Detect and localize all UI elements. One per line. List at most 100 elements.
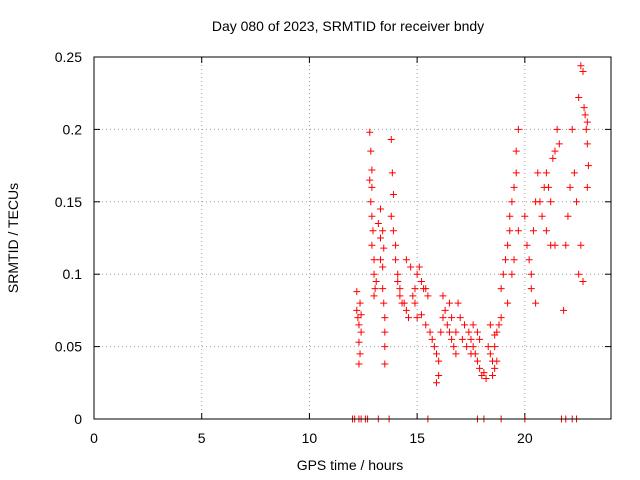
data-point: [512, 169, 520, 177]
data-point: [491, 343, 499, 351]
data-point: [411, 299, 419, 307]
x-tick-label: 5: [198, 430, 206, 446]
data-point: [392, 256, 400, 264]
data-point: [422, 321, 430, 329]
data-point: [584, 162, 592, 170]
data-point: [366, 128, 374, 136]
data-point: [380, 244, 388, 252]
data-point: [551, 241, 559, 249]
data-point: [368, 212, 376, 220]
tick-labels: 0 5 10 15 20 0 0.05 0.1 0.15 0.2 0.25: [55, 49, 533, 446]
data-point: [510, 256, 518, 264]
data-point: [512, 147, 520, 155]
data-point: [354, 314, 362, 322]
data-point: [366, 176, 374, 184]
data-point: [458, 335, 466, 343]
data-point: [368, 166, 376, 174]
data-point: [380, 299, 388, 307]
data-point: [452, 328, 460, 336]
data-point: [491, 364, 499, 372]
y-tick-label: 0.1: [63, 266, 83, 282]
data-point: [473, 328, 481, 336]
data-point: [547, 198, 555, 206]
data-point: [445, 328, 453, 336]
data-point: [504, 299, 512, 307]
data-point: [370, 256, 378, 264]
data-point: [469, 343, 477, 351]
x-tick-label: 20: [517, 430, 533, 446]
data-point: [426, 328, 434, 336]
data-point: [486, 350, 494, 358]
data-point: [573, 198, 581, 206]
y-axis-label: SRMTID / TECUs: [5, 183, 21, 293]
data-point: [473, 357, 481, 365]
data-point: [499, 270, 507, 278]
data-point: [389, 191, 397, 199]
data-point: [508, 270, 516, 278]
data-point: [417, 277, 425, 285]
data-point: [555, 140, 563, 148]
data-point: [368, 183, 376, 191]
data-point: [430, 343, 438, 351]
data-point: [377, 256, 385, 264]
data-point: [545, 183, 553, 191]
data-point: [381, 343, 389, 351]
data-point: [441, 306, 449, 314]
data-point: [396, 285, 404, 293]
data-point: [538, 212, 546, 220]
data-point: [542, 227, 550, 235]
data-point: [371, 285, 379, 293]
data-point: [482, 374, 490, 382]
data-point: [501, 256, 509, 264]
data-point: [368, 241, 376, 249]
data-point: [467, 350, 475, 358]
data-point: [413, 314, 421, 322]
data-point: [448, 314, 456, 322]
data-point: [493, 357, 501, 365]
data-point: [506, 227, 514, 235]
data-point: [463, 343, 471, 351]
data-point: [357, 328, 365, 336]
data-point: [456, 314, 464, 322]
data-point: [486, 321, 494, 329]
x-tick-label: 10: [302, 430, 318, 446]
data-points: [349, 62, 592, 423]
chart-title: Day 080 of 2023, SRMTID for receiver bnd…: [212, 18, 484, 34]
data-point: [367, 198, 375, 206]
axis-ticks: [93, 56, 611, 420]
data-point: [562, 241, 570, 249]
data-point: [521, 212, 529, 220]
data-point: [357, 311, 365, 319]
data-point: [369, 227, 377, 235]
grid-lines: [94, 57, 611, 419]
data-point: [579, 277, 587, 285]
data-point: [381, 360, 389, 368]
data-point: [514, 125, 522, 133]
data-point: [356, 350, 364, 358]
data-point: [454, 299, 462, 307]
data-point: [577, 241, 585, 249]
data-point: [372, 277, 380, 285]
data-point: [489, 372, 497, 380]
data-point: [549, 154, 557, 162]
y-tick-label: 0.15: [55, 194, 82, 210]
data-point: [504, 241, 512, 249]
data-point: [577, 62, 585, 70]
y-tick-label: 0: [74, 411, 82, 427]
data-point: [394, 277, 402, 285]
data-point: [579, 67, 587, 75]
data-point: [480, 369, 488, 377]
data-point: [439, 292, 447, 300]
data-point: [445, 299, 453, 307]
data-point: [527, 270, 535, 278]
data-point: [575, 94, 583, 102]
data-point: [497, 285, 505, 293]
data-point: [551, 147, 559, 155]
data-point: [422, 285, 430, 293]
data-point: [525, 256, 533, 264]
data-point: [529, 227, 537, 235]
data-point: [413, 270, 421, 278]
data-point: [467, 335, 475, 343]
data-point: [435, 357, 443, 365]
